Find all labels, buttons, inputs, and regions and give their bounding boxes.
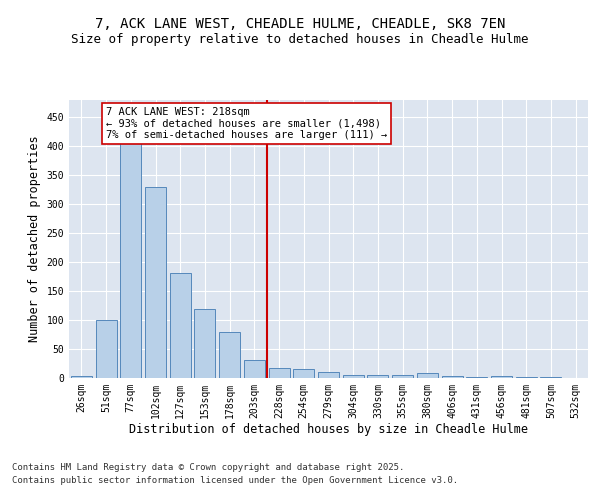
Text: Contains HM Land Registry data © Crown copyright and database right 2025.: Contains HM Land Registry data © Crown c… (12, 462, 404, 471)
Bar (417, 374, 438, 378)
Bar (343, 374, 364, 378)
Bar (442, 376, 463, 378)
Text: 7 ACK LANE WEST: 218sqm
← 93% of detached houses are smaller (1,498)
7% of semi-: 7 ACK LANE WEST: 218sqm ← 93% of detache… (106, 107, 388, 140)
Text: Contains public sector information licensed under the Open Government Licence v3: Contains public sector information licen… (12, 476, 458, 485)
Bar (95, 320, 116, 378)
Bar (170, 274, 191, 378)
Bar (145, 186, 166, 378)
Bar (71, 376, 92, 378)
Bar (293, 369, 314, 378)
Bar (541, 377, 562, 378)
Y-axis label: Number of detached properties: Number of detached properties (28, 136, 41, 342)
X-axis label: Distribution of detached houses by size in Cheadle Hulme: Distribution of detached houses by size … (129, 423, 528, 436)
Bar (120, 134, 141, 378)
Bar (244, 360, 265, 378)
Bar (269, 368, 290, 378)
Bar (491, 376, 512, 378)
Bar (219, 332, 240, 378)
Bar (392, 374, 413, 378)
Bar (318, 372, 339, 378)
Bar (367, 375, 388, 378)
Bar (516, 377, 537, 378)
Text: Size of property relative to detached houses in Cheadle Hulme: Size of property relative to detached ho… (71, 32, 529, 46)
Text: 7, ACK LANE WEST, CHEADLE HULME, CHEADLE, SK8 7EN: 7, ACK LANE WEST, CHEADLE HULME, CHEADLE… (95, 18, 505, 32)
Bar (466, 377, 487, 378)
Bar (194, 310, 215, 378)
